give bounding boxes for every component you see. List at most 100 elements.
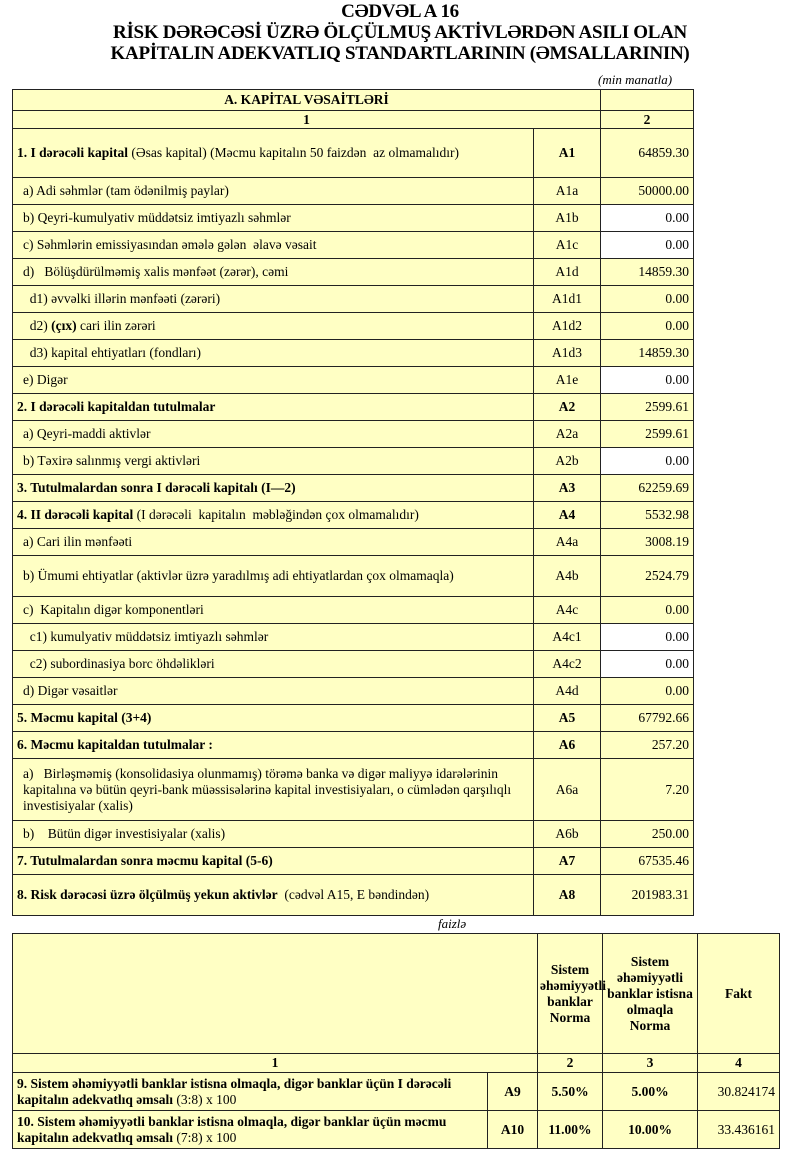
- row-code: A8: [533, 874, 601, 916]
- row-code: A7: [533, 847, 601, 875]
- header-other-norm: Sistem əhəmiyyətli banklar istisna olmaq…: [602, 933, 698, 1054]
- row-code: A1e: [533, 366, 601, 394]
- norm-other: 5.00%: [602, 1072, 698, 1111]
- row-code: A9: [487, 1072, 538, 1111]
- row-value: 3008.19: [600, 528, 694, 556]
- row-label: 1. I dərəcəli kapital (Əsas kapital) (Mə…: [12, 128, 534, 178]
- label-bold: 6. Məcmu kapitaldan tutulmalar :: [17, 737, 213, 752]
- row-value: 257.20: [600, 731, 694, 759]
- row-code: A6b: [533, 820, 601, 848]
- header-fact: Fakt: [697, 933, 780, 1054]
- row-label: 10. Sistem əhəmiyyətli banklar istisna o…: [12, 1110, 488, 1149]
- table-number: CƏDVƏL A 16: [341, 1, 459, 22]
- label-text: e) Digər: [23, 372, 68, 387]
- row-code: A1d2: [533, 312, 601, 340]
- table-row: d) Bölüşdürülməmiş xalis mənfəət (zərər)…: [12, 258, 694, 286]
- label-text: d3) kapital ehtiyatları (fondları): [23, 345, 202, 360]
- col-num-2: 2: [537, 1053, 603, 1073]
- row-label: 7. Tutulmalardan sonra məcmu kapital (5-…: [12, 847, 534, 875]
- table-row: d1) əvvəlki illərin mənfəəti (zərəri) A1d…: [12, 285, 694, 313]
- row-value: 0.00: [600, 312, 694, 340]
- row-value: 0.00: [600, 623, 694, 651]
- label-text: c1) kumulyativ müddətsiz imtiyazlı səhml…: [23, 629, 269, 644]
- row-value: 0.00: [600, 677, 694, 705]
- fact-value: 33.436161: [697, 1110, 780, 1149]
- label-text: b) Ümumi ehtiyatlar (aktivlər üzrə yarad…: [23, 568, 454, 583]
- row-value: 0.00: [600, 596, 694, 624]
- row-value: 2599.61: [600, 393, 694, 421]
- row-label: c) Səhmlərin emissiyasından əmələ gələn …: [12, 231, 534, 259]
- title-line-2: KAPİTALIN ADEKVATLIQ STANDARTLARININ (ƏM…: [110, 43, 690, 64]
- norm-systemic: 5.50%: [537, 1072, 603, 1111]
- row-label: 9. Sistem əhəmiyyətli banklar istisna ol…: [12, 1072, 488, 1111]
- row-value: 14859.30: [600, 339, 694, 367]
- row-code: A2b: [533, 447, 601, 475]
- table-row: e) Digər A1e 0.00: [12, 366, 694, 394]
- row-code: A4a: [533, 528, 601, 556]
- label-text: b) Təxirə salınmış vergi aktivləri: [23, 453, 201, 468]
- table-row: b) Təxirə salınmış vergi aktivləri A2b 0.0…: [12, 447, 694, 475]
- table-row: d3) kapital ehtiyatları (fondları) A1d3 14…: [12, 339, 694, 367]
- row-value: 2599.61: [600, 420, 694, 448]
- unit-label: (min manatla): [598, 72, 673, 87]
- table-row: 3. Tutulmalardan sonra I dərəcəli kapita…: [12, 474, 694, 502]
- norm-systemic: 11.00%: [537, 1110, 603, 1149]
- row-code: A5: [533, 704, 601, 732]
- empty-header-cell: [600, 89, 694, 111]
- table-row: d) Digər vəsaitlər A4d 0.00: [12, 677, 694, 705]
- row-value: 201983.31: [600, 874, 694, 916]
- row-label: 2. I dərəcəli kapitaldan tutulmalar: [12, 393, 534, 421]
- row-label: c2) subordinasiya borc öhdəlikləri: [12, 650, 534, 678]
- label-rest: (Əsas kapital) (Məcmu kapitalın 50 faizd…: [128, 145, 460, 160]
- label-rest: (cədvəl A15, E bəndindən): [277, 887, 430, 902]
- row-label: 3. Tutulmalardan sonra I dərəcəli kapita…: [12, 474, 534, 502]
- label-bold: (çıx): [51, 318, 77, 333]
- label-bold: 3. Tutulmalardan sonra I dərəcəli kapita…: [17, 480, 296, 495]
- row-value: 0.00: [600, 285, 694, 313]
- col-num-3: 3: [602, 1053, 698, 1073]
- row-value: 62259.69: [600, 474, 694, 502]
- table-row: a) Qeyri-maddi aktivlər A2a 2599.61: [12, 420, 694, 448]
- row-label: a) Adi səhmlər (tam ödənilmiş paylar): [12, 177, 534, 205]
- table-row: b) Bütün digər investisiyalar (xalis) A6b…: [12, 820, 694, 848]
- row-code: A1d: [533, 258, 601, 286]
- row-code: A3: [533, 474, 601, 502]
- table-row: 2. I dərəcəli kapitaldan tutulmalar A2 259…: [12, 393, 694, 421]
- row-code: A2a: [533, 420, 601, 448]
- label-text: b) Bütün digər investisiyalar (xalis): [23, 826, 226, 841]
- label-bold: 1. I dərəcəli kapital: [17, 145, 128, 160]
- table-row: 1. I dərəcəli kapital (Əsas kapital) (Mə…: [12, 128, 694, 178]
- row-code: A2: [533, 393, 601, 421]
- label-text: a) Qeyri-maddi aktivlər: [23, 426, 151, 441]
- table-row: a) Birləşməmiş (konsolidasiya olunmamış)…: [12, 758, 694, 821]
- row-code: A1: [533, 128, 601, 178]
- norm-other: 10.00%: [602, 1110, 698, 1149]
- row-code: A1d3: [533, 339, 601, 367]
- row-label: d3) kapital ehtiyatları (fondları): [12, 339, 534, 367]
- row-label: a) Qeyri-maddi aktivlər: [12, 420, 534, 448]
- row-value: 7.20: [600, 758, 694, 821]
- label-text: c) Səhmlərin emissiyasından əmələ gələn …: [23, 237, 317, 252]
- label-text: d) Bölüşdürülməmiş xalis mənfəət (zərər)…: [23, 264, 289, 279]
- row-label: c) Kapitalın digər komponentləri: [12, 596, 534, 624]
- row-value: 250.00: [600, 820, 694, 848]
- row-label: 5. Məcmu kapital (3+4): [12, 704, 534, 732]
- document-title: CƏDVƏL A 16 RİSK DƏRƏCƏSİ ÜZRƏ ÖLÇÜLMUŞ …: [0, 1, 800, 64]
- row-label: 8. Risk dərəcəsi üzrə ölçülmüş yekun akt…: [12, 874, 534, 916]
- label-bold: 9. Sistem əhəmiyyətli banklar istisna ol…: [17, 1075, 452, 1107]
- table-row: 4. II dərəcəli kapital (I dərəcəli kapit…: [12, 501, 694, 529]
- table-row: a) Adi səhmlər (tam ödənilmiş paylar) A1a…: [12, 177, 694, 205]
- header-empty: [12, 933, 538, 1054]
- row-code: A1a: [533, 177, 601, 205]
- table-row: d2) (çıx) cari ilin zərəri A1d2 0.00: [12, 312, 694, 340]
- row-value: 0.00: [600, 231, 694, 259]
- label-bold: 5. Məcmu kapital (3+4): [17, 710, 152, 725]
- table-row: 5. Məcmu kapital (3+4) A5 67792.66: [12, 704, 694, 732]
- row-value: 14859.30: [600, 258, 694, 286]
- row-value: 0.00: [600, 204, 694, 232]
- row-code: A4: [533, 501, 601, 529]
- label-text: d) Digər vəsaitlər: [23, 683, 118, 698]
- row-label: a) Cari ilin mənfəəti: [12, 528, 534, 556]
- table-row: 7. Tutulmalardan sonra məcmu kapital (5-…: [12, 847, 694, 875]
